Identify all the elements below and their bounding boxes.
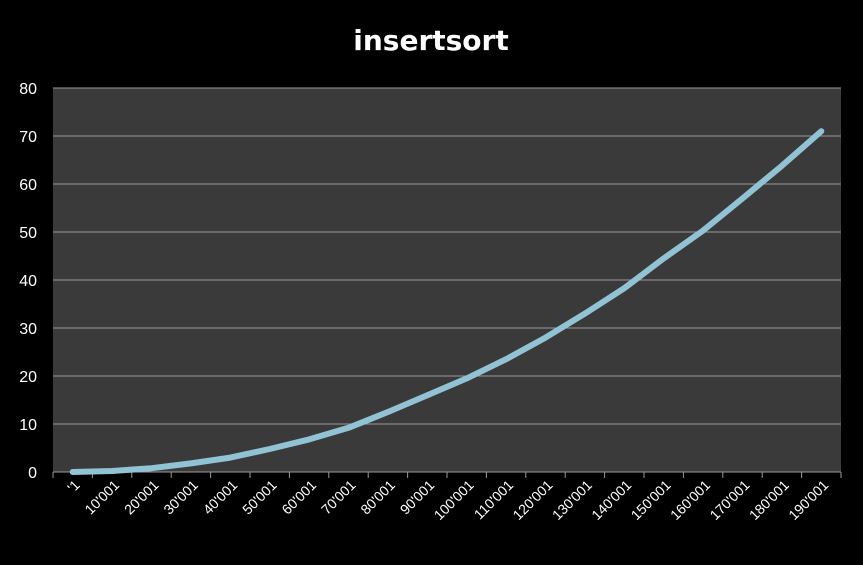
x-tick-label: 120'001	[509, 477, 555, 523]
y-tick-label: 30	[19, 321, 37, 338]
y-tick-label: 0	[28, 465, 37, 482]
x-tick-label: 20'001	[121, 477, 162, 518]
data-point	[346, 425, 351, 431]
chart-title: insertsort	[353, 24, 508, 57]
gridlines	[53, 87, 841, 473]
x-tick-label: 170'001	[706, 477, 752, 523]
data-point	[818, 128, 824, 134]
data-point	[740, 195, 745, 201]
y-tick-label: 60	[19, 177, 37, 194]
x-tick-label: 180'001	[746, 477, 792, 523]
x-tick-label: 50'001	[239, 477, 280, 518]
data-point	[700, 228, 706, 234]
x-tick-label: 130'001	[549, 477, 595, 523]
data-point	[109, 468, 115, 474]
data-point	[621, 285, 627, 291]
data-point	[661, 255, 667, 261]
data-point	[227, 455, 233, 461]
data-point	[70, 469, 76, 475]
data-point	[464, 375, 470, 381]
data-point	[385, 409, 391, 415]
data-point	[779, 163, 785, 169]
x-tick-label: 110'001	[471, 477, 517, 523]
data-point	[188, 460, 194, 466]
x-tick-label: 70'001	[318, 477, 359, 518]
x-tick-label: 10'001	[81, 477, 122, 518]
y-axis-ticks: 0 10 20 30 40 50 60 70 80	[19, 81, 37, 482]
series-line	[69, 128, 825, 475]
x-tick-label: 30'001	[160, 477, 201, 518]
y-tick-label: 70	[19, 129, 37, 146]
x-tick-label: 60'001	[278, 477, 319, 518]
x-tick-label: 140'001	[588, 477, 634, 523]
x-tick-label: 160'001	[667, 477, 713, 523]
data-point	[543, 335, 548, 341]
y-tick-label: 20	[19, 369, 37, 386]
x-tick-label: 190'001	[785, 477, 831, 523]
data-point	[503, 356, 509, 362]
data-point	[582, 311, 588, 317]
y-tick-label: 50	[19, 225, 37, 242]
data-point	[267, 446, 273, 452]
y-tick-label: 40	[19, 273, 37, 290]
x-tick-label: 40'001	[200, 477, 241, 518]
x-tick-label: 100'001	[431, 477, 477, 523]
x-tick-label: 150'001	[628, 477, 674, 523]
x-tick-label: '1	[64, 477, 83, 496]
y-tick-label: 80	[19, 81, 37, 98]
x-tick-label: 80'001	[357, 477, 398, 518]
series-group	[69, 128, 825, 475]
y-tick-label: 10	[19, 417, 37, 434]
data-point	[424, 392, 430, 398]
x-axis-ticks: '110'00120'00130'00140'00150'00160'00170…	[52, 472, 842, 523]
data-point	[149, 465, 154, 471]
data-point	[306, 436, 312, 442]
